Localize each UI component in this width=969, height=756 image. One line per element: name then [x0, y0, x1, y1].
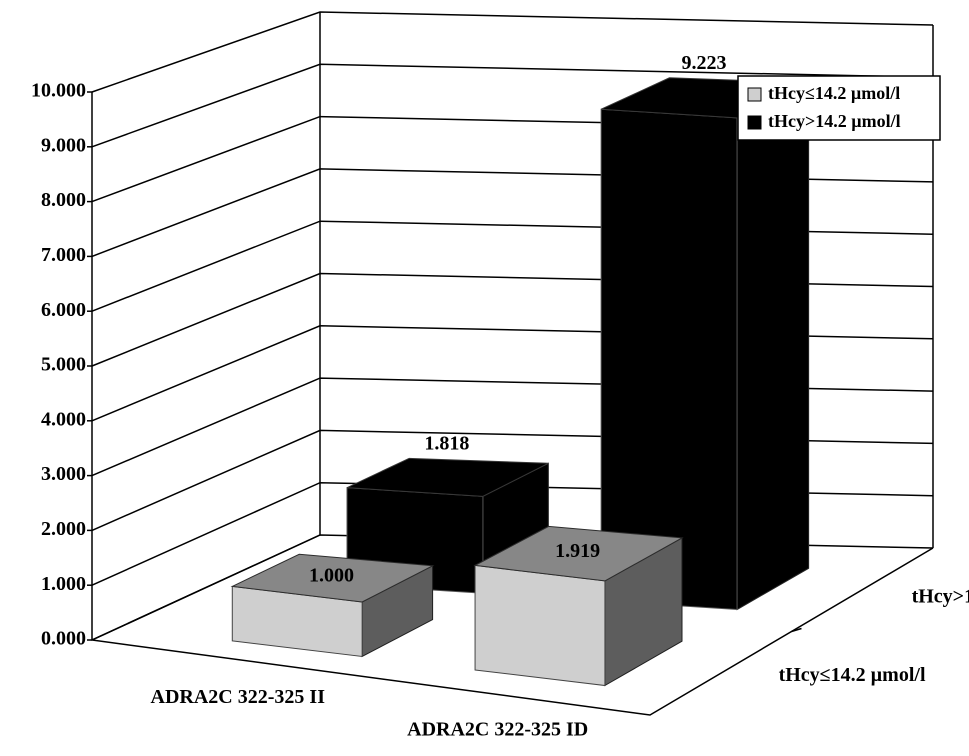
y-tick-label: 10.000 [31, 80, 86, 102]
y-tick-label: 1.000 [41, 573, 86, 595]
x-tick-label: ADRA2C 322-325 ID [407, 718, 588, 740]
value-label: 1.000 [309, 565, 354, 587]
depth-label: tHcy>14.2 µmol/l [912, 586, 969, 608]
legend-label: tHcy≤14.2 µmol/l [768, 83, 900, 103]
legend-swatch [747, 87, 762, 102]
y-tick-label: 7.000 [41, 244, 86, 266]
y-tick-label: 5.000 [41, 354, 86, 376]
grid-line [91, 63, 934, 148]
bar-top [346, 457, 549, 497]
depth-label: tHcy≤14.2 µmol/l [779, 664, 926, 686]
value-label: 1.919 [555, 540, 600, 562]
legend-swatch [747, 115, 762, 130]
y-tick-label: 3.000 [41, 463, 86, 485]
y-tick-label: 6.000 [41, 299, 86, 321]
value-label: 9.223 [682, 52, 727, 74]
bar-front [474, 564, 606, 687]
grid-line [91, 11, 934, 93]
y-tick-label: 0.000 [41, 628, 86, 650]
legend-box [737, 75, 941, 141]
y-tick-label: 4.000 [41, 408, 86, 430]
y-tick-label: 8.000 [41, 189, 86, 211]
bar-top [230, 553, 435, 603]
x-tick-label: ADRA2C 322-325 II [151, 686, 326, 708]
value-label: 1.818 [424, 432, 469, 454]
y-tick-label: 9.000 [41, 134, 86, 156]
legend-label: tHcy>14.2 µmol/l [768, 111, 901, 131]
depth-tick [791, 627, 802, 633]
bar-top [473, 525, 684, 582]
bar-side [736, 81, 810, 611]
y-tick-label: 2.000 [41, 518, 86, 540]
